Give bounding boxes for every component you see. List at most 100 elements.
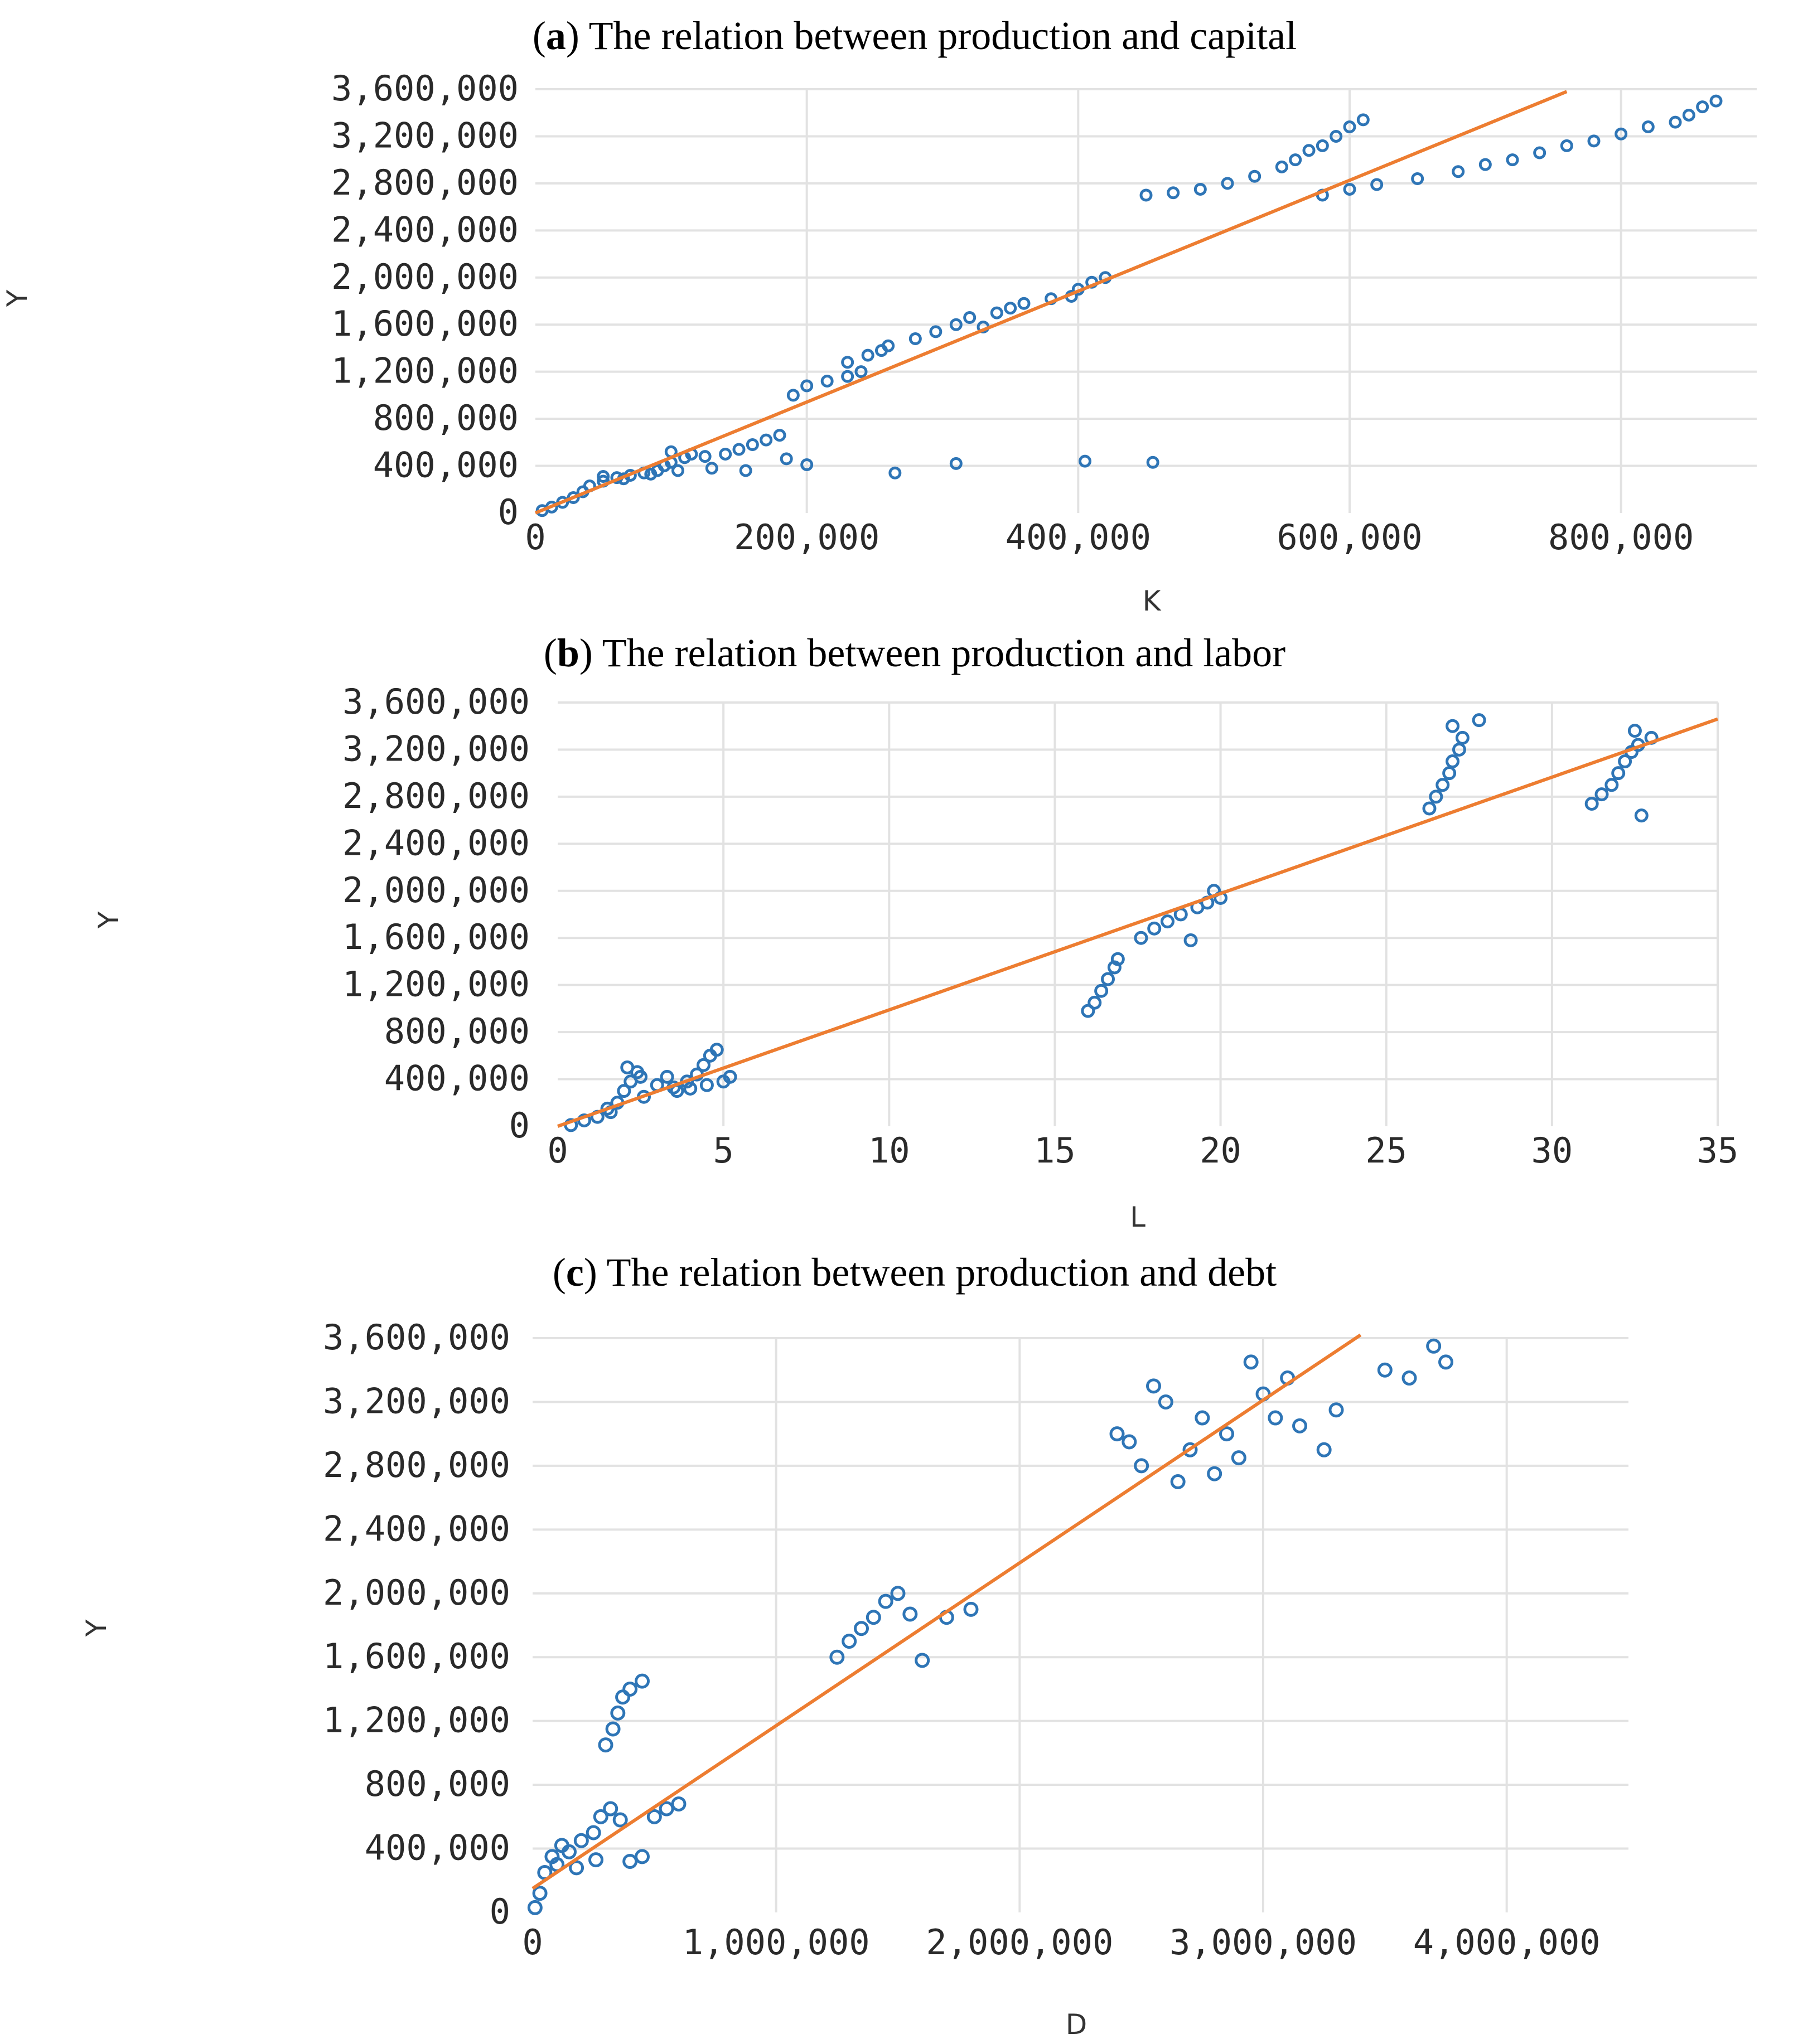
x-tick-label: 800,000 <box>1548 517 1694 558</box>
data-point <box>634 1069 648 1084</box>
data-point <box>1709 94 1723 108</box>
data-point <box>1682 108 1695 122</box>
x-tick-label: 30 <box>1531 1130 1573 1171</box>
x-axis-label-b: L <box>1130 1201 1146 1233</box>
data-point <box>890 1586 906 1601</box>
data-point <box>635 1673 650 1689</box>
data-point <box>1302 144 1316 157</box>
data-point <box>1370 178 1384 191</box>
y-axis-label-b: Y <box>93 911 125 929</box>
data-point <box>646 1809 662 1824</box>
data-point <box>1167 186 1180 200</box>
y-tick-label: 3,200,000 <box>323 1381 510 1421</box>
data-point <box>1328 1402 1344 1418</box>
plot-area-c: 0 400,000 800,000 1,200,000 1,600,000 2,000,0… <box>323 1317 1628 1963</box>
data-point <box>597 470 610 483</box>
data-point <box>696 1058 710 1072</box>
data-point <box>1017 297 1031 310</box>
y-tick-label: 1,600,000 <box>323 1636 510 1677</box>
data-point <box>1584 797 1599 811</box>
data-point <box>1122 1434 1137 1450</box>
chart-title-a: (a) The relation between production and … <box>533 13 1297 58</box>
data-point <box>659 1801 674 1817</box>
data-point <box>1146 1378 1161 1394</box>
y-tick-label: 3,600,000 <box>342 681 530 722</box>
trend-line <box>557 717 1718 1128</box>
data-point <box>1139 188 1153 202</box>
y-tick-label: 1,200,000 <box>331 351 519 391</box>
data-point <box>963 311 977 324</box>
data-point <box>1193 182 1207 196</box>
data-point <box>567 491 580 505</box>
data-point <box>1088 995 1102 1010</box>
data-point <box>622 1853 638 1869</box>
y-tick-label: 0 <box>509 1105 530 1146</box>
data-point <box>1446 754 1460 769</box>
data-point <box>1446 719 1460 733</box>
y-tick-label: 2,400,000 <box>342 822 530 863</box>
data-point <box>1641 120 1655 134</box>
data-point <box>1158 1394 1173 1410</box>
data-point <box>1377 1362 1393 1378</box>
data-point <box>532 1886 548 1901</box>
data-point <box>1615 127 1628 141</box>
y-tick-label: 2,000,000 <box>331 256 519 297</box>
data-point <box>1611 766 1626 781</box>
data-point <box>861 348 874 362</box>
data-point <box>1506 153 1519 167</box>
data-point <box>1094 984 1109 998</box>
data-point <box>671 1796 687 1811</box>
data-point <box>773 429 786 442</box>
data-point <box>573 1833 589 1848</box>
data-point <box>622 1681 638 1697</box>
data-point <box>615 1689 631 1705</box>
data-point <box>963 1601 979 1617</box>
data-point <box>1183 933 1198 947</box>
data-point <box>1182 1442 1198 1457</box>
data-point <box>1004 302 1017 315</box>
data-point <box>1669 115 1682 129</box>
data-point <box>527 1900 543 1915</box>
data-point <box>1587 134 1601 148</box>
data-point <box>842 1634 857 1649</box>
y-tick-label: 0 <box>498 492 519 532</box>
data-point <box>562 1844 577 1859</box>
data-point <box>1429 789 1443 804</box>
plot-area-b: 0 400,000 800,000 1,200,000 1,600,000 2,000,0… <box>342 681 1738 1171</box>
data-point <box>1343 182 1356 196</box>
data-point <box>588 1852 604 1868</box>
data-point <box>908 332 922 346</box>
plot-area-a: 0400,000800,0001,200,0001,600,0002,000,0… <box>331 68 1757 558</box>
data-point <box>732 443 746 456</box>
y-tick-label: 400,000 <box>384 1058 530 1099</box>
y-axis-label-c: Y <box>80 1619 113 1637</box>
data-point <box>586 1825 601 1840</box>
data-point <box>1411 172 1424 185</box>
data-point <box>878 1593 893 1609</box>
trend-line <box>531 1333 1362 1890</box>
data-point <box>1195 1410 1210 1426</box>
data-point <box>1134 1458 1149 1474</box>
data-point <box>1438 1354 1453 1370</box>
data-point <box>593 1809 608 1824</box>
trend-line <box>534 90 1568 515</box>
data-point <box>1533 146 1546 159</box>
data-point <box>1147 921 1162 936</box>
data-point <box>1207 1466 1222 1481</box>
x-tick-label: 600,000 <box>1277 517 1422 558</box>
data-point <box>866 1610 881 1625</box>
data-point <box>1356 113 1370 127</box>
x-tick-label: 5 <box>713 1130 733 1171</box>
chart-title-c: (c) The relation between production and … <box>553 1250 1277 1295</box>
data-point <box>1442 766 1457 781</box>
y-tick-label: 800,000 <box>384 1011 530 1052</box>
data-point <box>1478 158 1492 171</box>
x-tick-label: 35 <box>1697 1130 1739 1171</box>
data-point <box>746 438 759 452</box>
y-tick-label: 2,000,000 <box>323 1572 510 1613</box>
x-tick-label: 15 <box>1034 1130 1076 1171</box>
x-tick-label: 0 <box>547 1130 568 1171</box>
chart-panel-c: (c) The relation between production and … <box>80 1250 1628 2041</box>
data-point <box>635 1849 650 1864</box>
